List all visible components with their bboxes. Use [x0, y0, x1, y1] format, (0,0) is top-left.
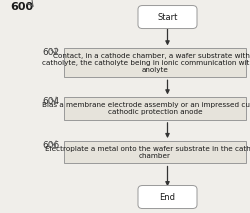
Text: 602: 602 [42, 48, 60, 57]
Text: Bias a membrane electrode assembly or an impressed current
cathodic protection a: Bias a membrane electrode assembly or an… [42, 102, 250, 115]
FancyBboxPatch shape [64, 141, 246, 164]
Text: End: End [160, 193, 176, 201]
FancyBboxPatch shape [64, 49, 246, 77]
FancyBboxPatch shape [64, 98, 246, 120]
FancyBboxPatch shape [138, 6, 197, 29]
Text: Start: Start [157, 13, 178, 22]
Text: 606: 606 [42, 141, 60, 150]
FancyBboxPatch shape [138, 186, 197, 209]
Text: 604: 604 [42, 97, 60, 106]
Text: Contact, in a cathode chamber, a wafer substrate with a
catholyte, the catholyte: Contact, in a cathode chamber, a wafer s… [42, 53, 250, 73]
Text: Electroplate a metal onto the wafer substrate in the cathode
chamber: Electroplate a metal onto the wafer subs… [46, 146, 250, 159]
Text: 600: 600 [10, 2, 33, 12]
